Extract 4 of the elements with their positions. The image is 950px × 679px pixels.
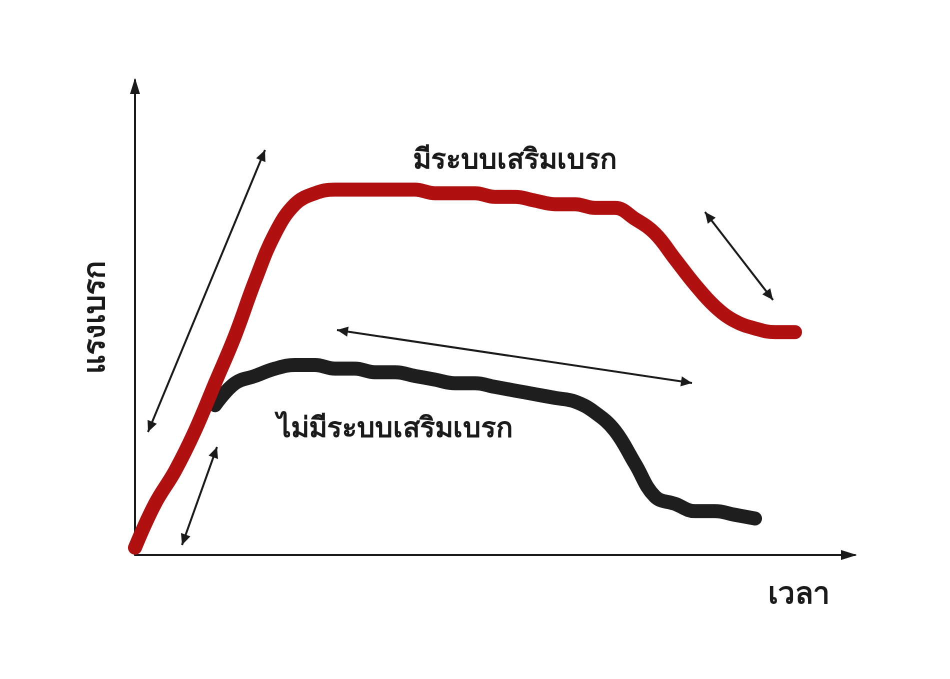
series-label: มีระบบเสริมเบรก <box>413 142 617 176</box>
x-axis-title: เวลา <box>768 576 830 612</box>
y-axis-title: แรงเบรก <box>78 261 112 374</box>
series-label: ไม่มีระบบเสริมเบรก <box>274 410 513 444</box>
